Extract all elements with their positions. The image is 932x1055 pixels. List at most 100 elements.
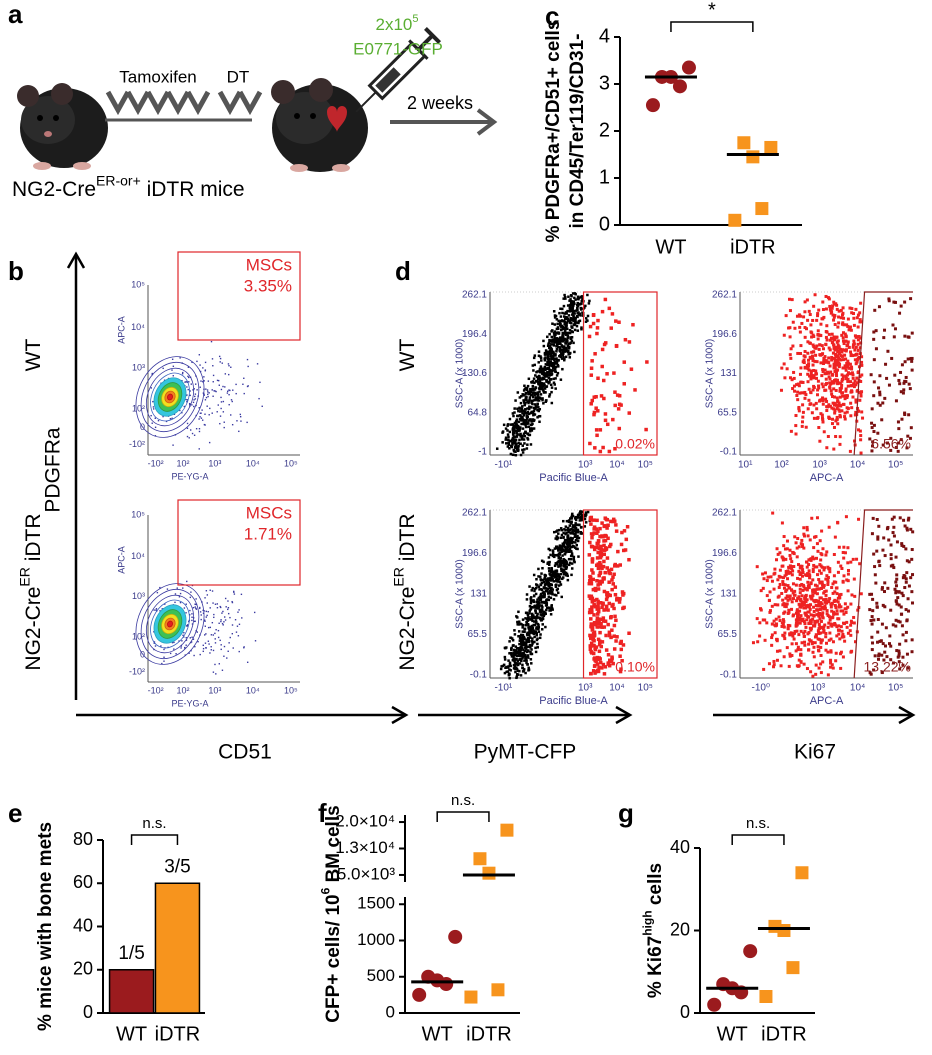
event-dot bbox=[802, 532, 806, 536]
event-dot bbox=[795, 623, 799, 627]
event-dot bbox=[586, 510, 590, 514]
event-dot bbox=[540, 371, 544, 375]
event-dot bbox=[539, 592, 543, 596]
event-dot bbox=[836, 560, 840, 564]
y-tick-label: -0.1 bbox=[720, 670, 738, 681]
y-tick-label: 262.1 bbox=[712, 290, 737, 301]
event-dot bbox=[606, 523, 610, 528]
event-dot bbox=[569, 557, 573, 561]
x-tick-label: 10⁵ bbox=[284, 458, 298, 468]
event-dot bbox=[606, 653, 611, 657]
event-dot bbox=[553, 367, 557, 371]
event-dot bbox=[162, 415, 164, 418]
event-dot bbox=[505, 670, 508, 674]
event-dot bbox=[546, 580, 550, 583]
event-dot bbox=[892, 515, 896, 519]
y-tick-label: 262.1 bbox=[712, 508, 737, 519]
event-dot bbox=[781, 633, 785, 637]
event-dot bbox=[794, 621, 798, 625]
event-dot bbox=[209, 589, 211, 591]
event-dot bbox=[528, 604, 532, 608]
event-dot bbox=[909, 527, 913, 531]
event-dot bbox=[190, 641, 193, 643]
event-dot bbox=[520, 409, 523, 413]
event-dot bbox=[541, 398, 544, 402]
event-dot bbox=[556, 561, 559, 564]
event-dot bbox=[799, 629, 803, 633]
event-dot bbox=[780, 591, 784, 595]
event-dot bbox=[797, 409, 801, 413]
event-dot bbox=[872, 380, 876, 384]
event-dot bbox=[576, 530, 580, 534]
data-point bbox=[482, 866, 496, 880]
event-dot bbox=[569, 554, 573, 558]
event-dot bbox=[812, 588, 816, 592]
event-dot bbox=[564, 297, 567, 300]
event-dot bbox=[783, 583, 787, 587]
event-dot bbox=[580, 518, 583, 522]
event-dot bbox=[569, 317, 572, 320]
event-dot bbox=[869, 373, 873, 377]
event-dot bbox=[150, 414, 152, 417]
axis-title: SSC-A (x 1000) bbox=[455, 559, 466, 628]
event-dot bbox=[516, 662, 519, 665]
event-dot bbox=[823, 360, 827, 364]
event-dot bbox=[572, 316, 575, 319]
event-dot bbox=[570, 522, 573, 525]
event-dot bbox=[523, 627, 527, 631]
event-dot bbox=[808, 374, 812, 378]
event-dot bbox=[842, 316, 846, 320]
event-dot bbox=[880, 587, 884, 591]
event-dot bbox=[528, 433, 532, 437]
event-dot bbox=[555, 318, 559, 321]
density-contour bbox=[150, 599, 190, 649]
event-dot bbox=[157, 419, 160, 422]
event-dot bbox=[561, 570, 565, 573]
event-dot bbox=[171, 358, 174, 360]
event-dot bbox=[571, 330, 574, 334]
event-dot bbox=[870, 635, 874, 639]
event-dot bbox=[858, 336, 862, 340]
event-dot bbox=[815, 318, 819, 322]
event-dot bbox=[816, 314, 820, 318]
event-dot bbox=[543, 583, 547, 587]
event-dot bbox=[897, 427, 901, 431]
event-dot bbox=[903, 300, 907, 304]
event-dot bbox=[836, 617, 840, 621]
event-dot bbox=[532, 377, 536, 380]
event-dot bbox=[834, 378, 838, 382]
event-dot bbox=[518, 442, 522, 446]
event-dot bbox=[528, 396, 532, 399]
event-dot bbox=[807, 368, 811, 372]
event-dot bbox=[821, 370, 825, 374]
event-dot bbox=[893, 300, 897, 304]
event-dot bbox=[881, 548, 885, 552]
event-dot bbox=[523, 401, 526, 405]
event-dot bbox=[603, 412, 608, 416]
event-dot bbox=[823, 590, 827, 594]
event-dot bbox=[901, 663, 905, 667]
event-dot bbox=[803, 326, 807, 330]
event-dot bbox=[189, 637, 191, 639]
event-dot bbox=[233, 591, 235, 593]
event-dot bbox=[909, 576, 913, 580]
event-dot bbox=[525, 661, 528, 665]
event-dot bbox=[604, 534, 608, 538]
event-dot bbox=[185, 603, 187, 605]
event-dot bbox=[846, 379, 850, 383]
event-dot bbox=[206, 405, 208, 407]
event-dot bbox=[520, 646, 524, 650]
event-dot bbox=[537, 399, 541, 402]
event-dot bbox=[531, 387, 535, 391]
event-dot bbox=[210, 340, 213, 343]
event-dot bbox=[860, 355, 864, 359]
event-dot bbox=[838, 652, 842, 656]
event-dot bbox=[533, 363, 536, 367]
event-dot bbox=[616, 549, 620, 554]
event-dot bbox=[573, 328, 577, 332]
event-dot bbox=[571, 306, 574, 310]
event-dot bbox=[559, 323, 562, 326]
event-dot bbox=[847, 345, 851, 349]
event-dot bbox=[883, 328, 887, 332]
event-dot bbox=[822, 315, 826, 319]
